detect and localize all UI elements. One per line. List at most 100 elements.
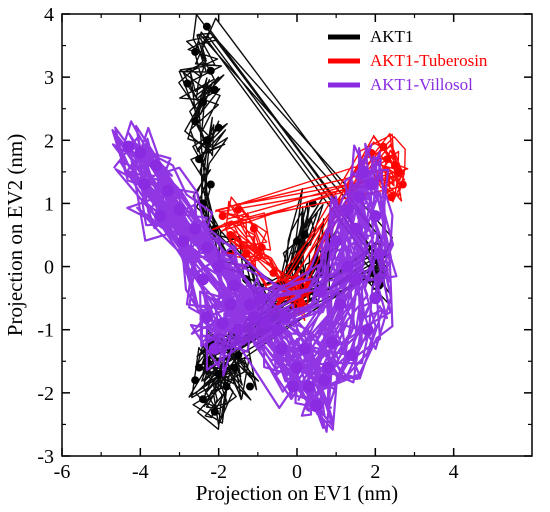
data-point [134,146,147,159]
data-point [206,180,215,189]
data-point [247,311,260,324]
data-point [279,311,292,324]
data-point [234,205,243,214]
data-point [298,342,311,355]
data-point [214,369,223,378]
data-point [206,66,215,75]
x-tick-label: -4 [132,461,149,483]
data-point [287,380,300,393]
data-point [232,323,245,336]
data-point [341,260,354,273]
x-tick-label: 4 [449,461,459,483]
plot-area [111,14,409,433]
data-point [383,155,392,164]
legend-label: AKT1-Tuberosin [370,51,488,70]
legend-label: AKT1-Villosol [370,75,473,94]
y-tick-label: 1 [44,193,54,215]
series-akt1-villosol [111,120,398,433]
data-point [379,142,388,151]
data-point [330,235,343,248]
data-point [257,243,266,252]
data-point [291,361,303,374]
data-point [210,407,219,416]
data-point [191,47,200,56]
data-point [150,159,162,172]
trajectory-line [111,120,398,433]
legend-item: AKT1-Tuberosin [328,51,488,70]
data-point [173,203,186,216]
y-tick-label: -1 [37,320,54,342]
data-point [293,237,301,246]
data-point [224,298,237,311]
legend-item: AKT1 [328,27,413,46]
data-point [242,249,251,258]
data-point [314,285,327,298]
data-point [349,222,362,235]
data-point [226,231,235,239]
data-point [249,224,258,233]
data-point [271,323,284,336]
data-point [214,123,223,132]
data-point [216,317,229,330]
x-tick-label: 0 [292,461,302,483]
data-point [189,222,202,235]
data-point [300,231,309,239]
legend-item: AKT1-Villosol [328,75,473,94]
tick-labels: -6 -4 -2 0 2 4 -3 -2 -1 0 1 2 3 4 [37,4,458,483]
data-point [191,117,200,126]
data-point [322,361,335,374]
axis-ticks [61,13,532,457]
data-point [357,165,370,178]
data-point [390,161,399,170]
data-point [259,317,272,330]
data-point [230,363,239,372]
data-point [369,210,382,223]
data-point [228,279,241,292]
data-point [387,193,395,202]
x-axis-title: Projection on EV1 (nm) [196,481,398,505]
data-point [275,342,288,355]
data-point [195,363,204,372]
data-point [398,180,407,189]
data-point [310,399,323,412]
legend-label: AKT1 [370,27,413,46]
data-point [195,155,204,164]
data-point [369,292,382,305]
data-point [353,191,366,204]
data-point [222,382,231,391]
y-tick-label: 2 [44,130,54,152]
y-tick-label: 4 [44,4,54,26]
data-point [191,376,200,385]
data-point [269,268,278,277]
data-point [373,247,386,260]
data-point [345,349,358,361]
data-point [210,85,219,94]
data-point [334,298,347,311]
x-tick-label: -2 [210,461,227,483]
y-tick-label: -3 [37,446,54,468]
data-point [349,273,362,286]
data-point [153,210,166,223]
x-tick-label: -6 [54,461,71,483]
legend: AKT1 AKT1-Tuberosin AKT1-Villosol [328,27,488,94]
y-tick-label: -2 [37,383,54,405]
data-point [183,79,192,88]
y-tick-label: 3 [44,67,54,89]
data-point [255,292,268,305]
data-point [246,382,254,391]
data-point [200,241,213,254]
data-point [361,323,374,336]
y-axis-title: Projection on EV2 (nm) [3,134,27,336]
data-point [218,212,227,221]
data-point [199,98,207,107]
data-point [197,273,209,286]
data-point [199,395,207,404]
y-tick-label: 0 [44,257,54,279]
data-point [212,260,225,273]
data-point [202,22,211,31]
data-point [341,203,354,216]
data-point [138,178,151,191]
x-tick-label: 2 [370,461,380,483]
data-point [234,351,243,359]
